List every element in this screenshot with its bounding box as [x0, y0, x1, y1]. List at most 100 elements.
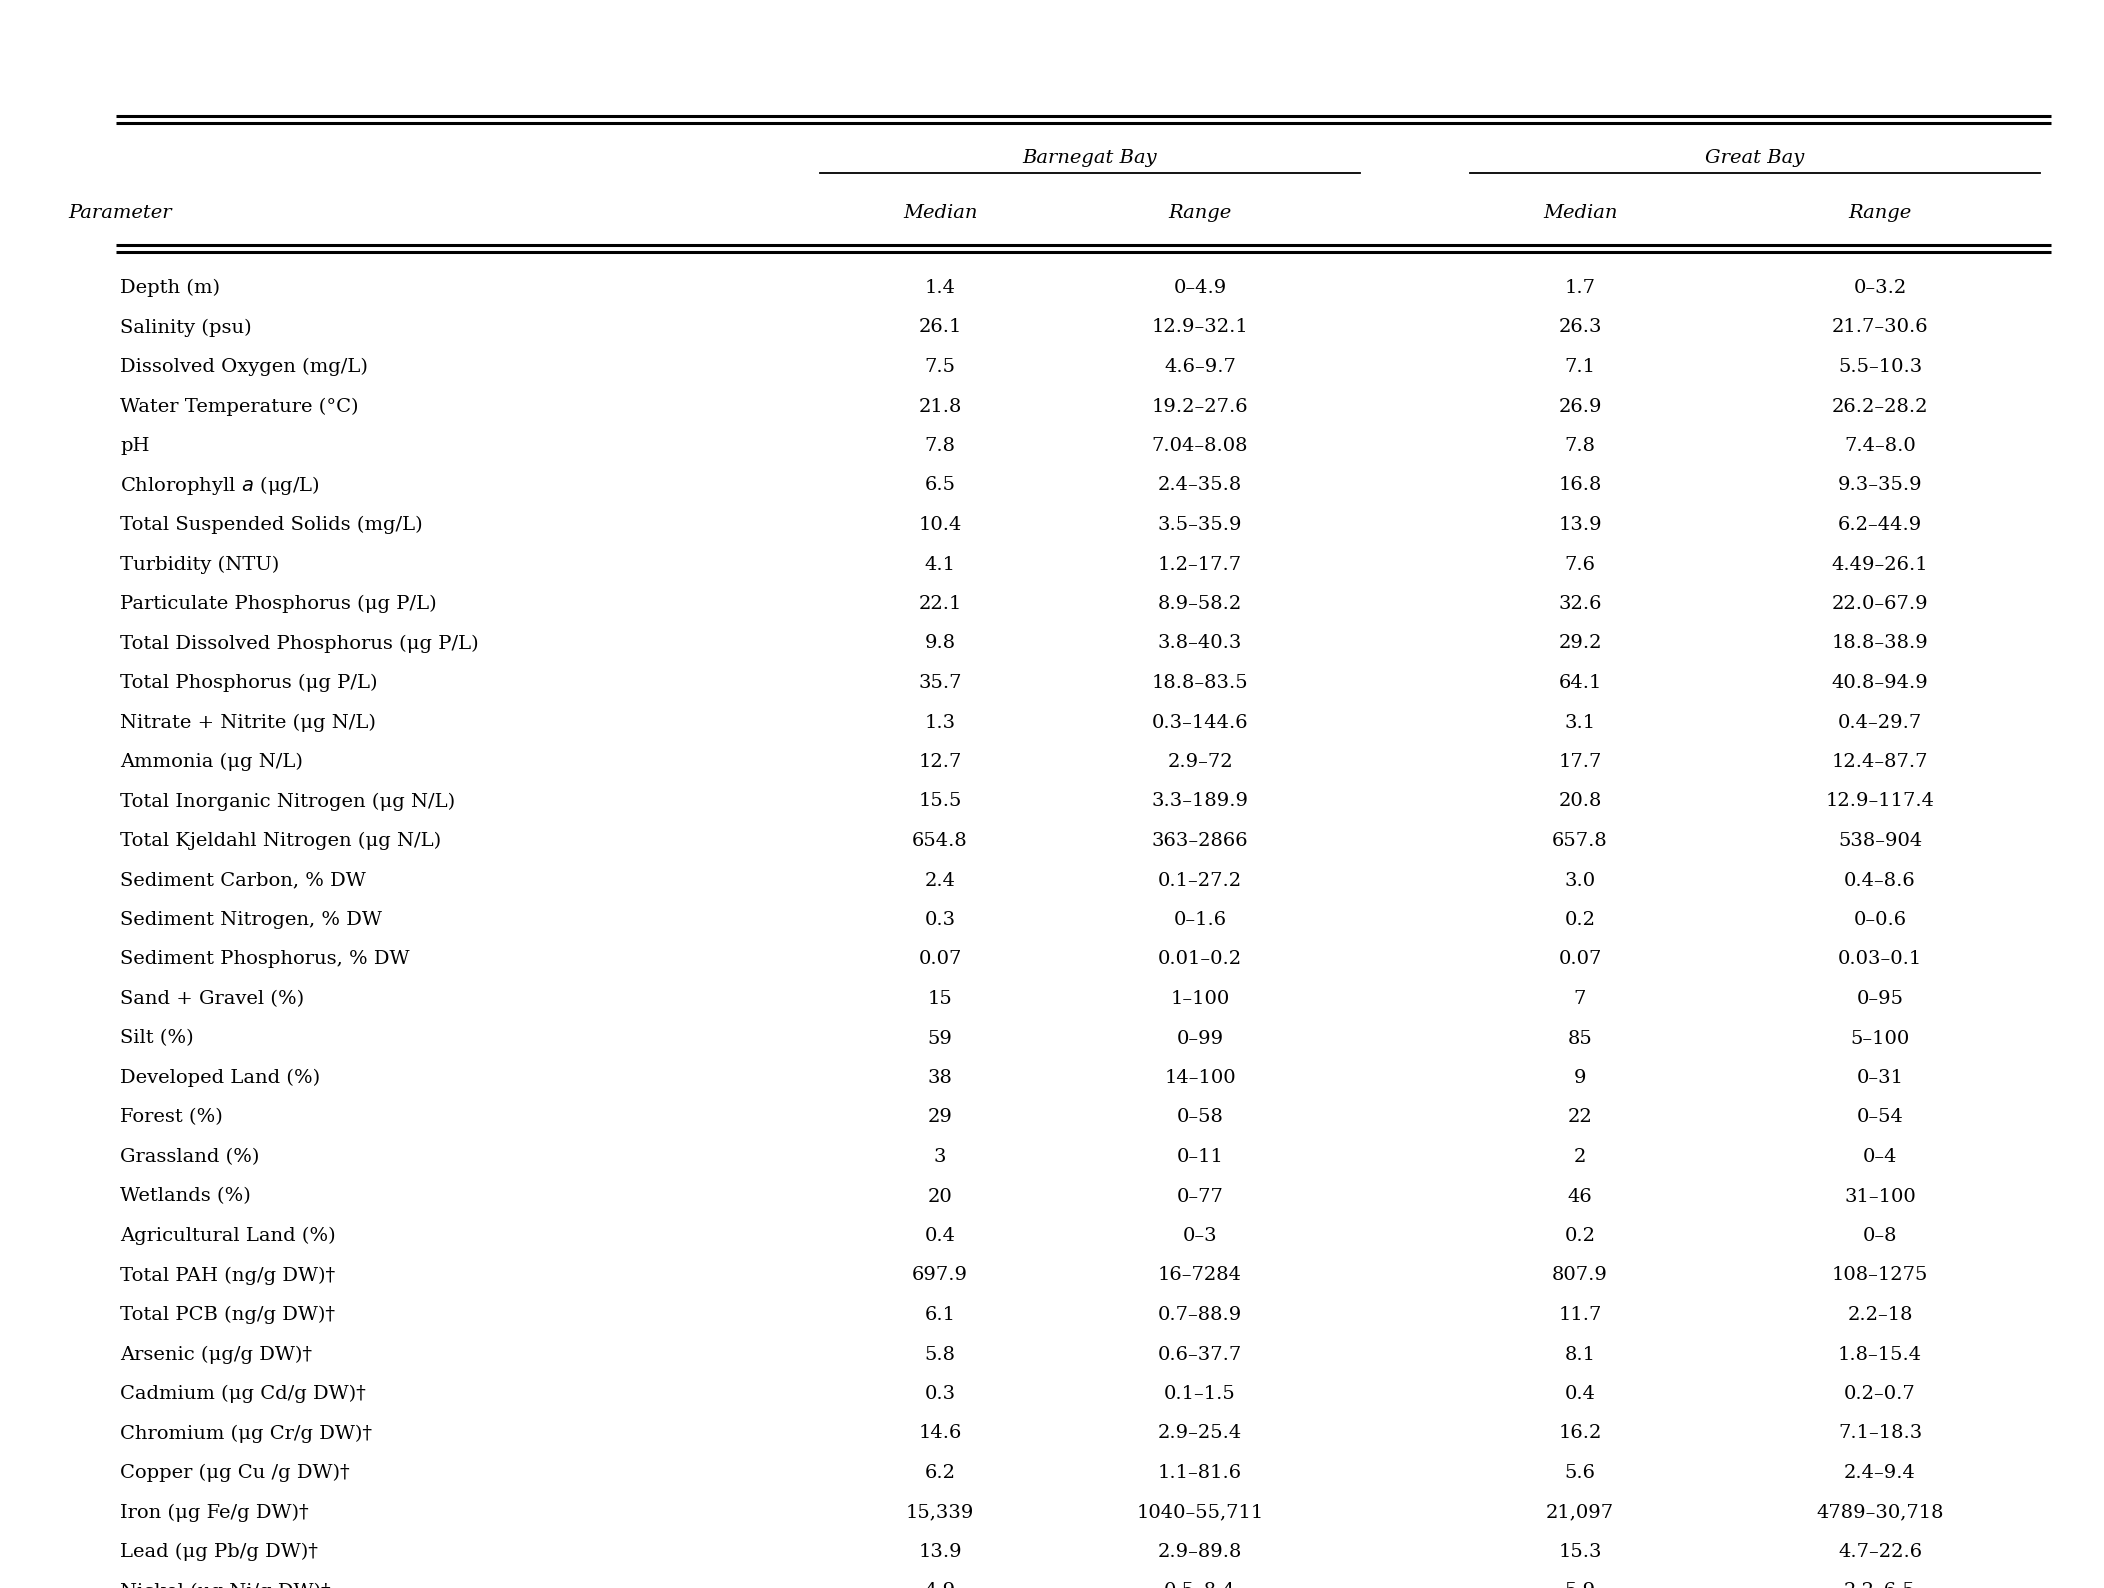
Text: 108–1275: 108–1275 [1833, 1267, 1927, 1285]
Text: 0.4–29.7: 0.4–29.7 [1839, 713, 1923, 732]
Text: 26.3: 26.3 [1559, 319, 1601, 337]
Text: 21.8: 21.8 [917, 397, 962, 416]
Text: 0.2: 0.2 [1565, 912, 1595, 929]
Text: 697.9: 697.9 [911, 1267, 968, 1285]
Text: 0–3.2: 0–3.2 [1854, 279, 1906, 297]
Text: 2.9–72: 2.9–72 [1168, 753, 1233, 772]
Text: 7.6: 7.6 [1565, 556, 1595, 573]
Text: Total Kjeldahl Nitrogen (μg N/L): Total Kjeldahl Nitrogen (μg N/L) [120, 832, 442, 850]
Text: 0.2–0.7: 0.2–0.7 [1843, 1385, 1917, 1404]
Text: 2.9–89.8: 2.9–89.8 [1157, 1544, 1241, 1561]
Text: 363–2866: 363–2866 [1151, 832, 1248, 850]
Text: 1.8–15.4: 1.8–15.4 [1839, 1345, 1923, 1364]
Text: Chromium (μg Cr/g DW)†: Chromium (μg Cr/g DW)† [120, 1424, 372, 1442]
Text: 8.1: 8.1 [1565, 1345, 1595, 1364]
Text: 0–54: 0–54 [1856, 1108, 1904, 1126]
Text: 15.3: 15.3 [1559, 1544, 1601, 1561]
Text: 29: 29 [928, 1108, 953, 1126]
Text: 14–100: 14–100 [1164, 1069, 1235, 1088]
Text: 0–8: 0–8 [1862, 1228, 1898, 1245]
Text: 7.8: 7.8 [924, 437, 955, 456]
Text: Turbidity (NTU): Turbidity (NTU) [120, 556, 280, 573]
Text: 6.5: 6.5 [924, 476, 955, 494]
Text: 0.7–88.9: 0.7–88.9 [1157, 1305, 1241, 1324]
Text: 8.9–58.2: 8.9–58.2 [1157, 596, 1241, 613]
Text: 0.07: 0.07 [917, 951, 962, 969]
Text: 22.1: 22.1 [917, 596, 962, 613]
Text: Range: Range [1168, 203, 1231, 222]
Text: 21,097: 21,097 [1546, 1504, 1614, 1521]
Text: 13.9: 13.9 [1559, 516, 1601, 534]
Text: 15,339: 15,339 [907, 1504, 974, 1521]
Text: 15: 15 [928, 989, 953, 1008]
Text: 7.4–8.0: 7.4–8.0 [1843, 437, 1917, 456]
Text: 2.2–6.5: 2.2–6.5 [1843, 1583, 1917, 1588]
Text: Sediment Carbon, % DW: Sediment Carbon, % DW [120, 872, 366, 889]
Text: 0–4: 0–4 [1862, 1148, 1898, 1166]
Text: 59: 59 [928, 1029, 953, 1048]
Text: Nitrate + Nitrite (μg N/L): Nitrate + Nitrite (μg N/L) [120, 713, 377, 732]
Text: 0.5–8.4: 0.5–8.4 [1164, 1583, 1235, 1588]
Text: Median: Median [903, 203, 976, 222]
Text: 18.8–38.9: 18.8–38.9 [1833, 635, 1929, 653]
Text: Lead (μg Pb/g DW)†: Lead (μg Pb/g DW)† [120, 1544, 318, 1561]
Text: 2.4: 2.4 [924, 872, 955, 889]
Text: Cadmium (μg Cd/g DW)†: Cadmium (μg Cd/g DW)† [120, 1385, 366, 1404]
Text: 0–1.6: 0–1.6 [1174, 912, 1227, 929]
Text: 2.4–9.4: 2.4–9.4 [1843, 1464, 1917, 1482]
Text: 0–77: 0–77 [1176, 1188, 1222, 1205]
Text: 20: 20 [928, 1188, 953, 1205]
Text: 17.7: 17.7 [1559, 753, 1601, 772]
Text: 0–31: 0–31 [1856, 1069, 1904, 1088]
Text: 0.1–27.2: 0.1–27.2 [1157, 872, 1241, 889]
Text: Median: Median [1542, 203, 1618, 222]
Text: 26.1: 26.1 [917, 319, 962, 337]
Text: 6.2–44.9: 6.2–44.9 [1839, 516, 1923, 534]
Text: 38: 38 [928, 1069, 953, 1088]
Text: Dissolved Oxygen (mg/L): Dissolved Oxygen (mg/L) [120, 357, 368, 376]
Text: 14.6: 14.6 [917, 1424, 962, 1442]
Text: Iron (μg Fe/g DW)†: Iron (μg Fe/g DW)† [120, 1504, 309, 1521]
Text: 16–7284: 16–7284 [1157, 1267, 1241, 1285]
Text: 5.6: 5.6 [1565, 1464, 1595, 1482]
Text: 9.3–35.9: 9.3–35.9 [1837, 476, 1923, 494]
Text: Chlorophyll $a$ (μg/L): Chlorophyll $a$ (μg/L) [120, 473, 320, 497]
Text: 85: 85 [1567, 1029, 1593, 1048]
Text: Forest (%): Forest (%) [120, 1108, 223, 1126]
Text: 7.8: 7.8 [1565, 437, 1595, 456]
Text: 0–4.9: 0–4.9 [1174, 279, 1227, 297]
Text: Agricultural Land (%): Agricultural Land (%) [120, 1228, 337, 1245]
Text: 40.8–94.9: 40.8–94.9 [1833, 673, 1929, 692]
Text: Arsenic (μg/g DW)†: Arsenic (μg/g DW)† [120, 1345, 311, 1364]
Text: Salinity (psu): Salinity (psu) [120, 318, 252, 337]
Text: 5.5–10.3: 5.5–10.3 [1839, 357, 1923, 376]
Text: Water Temperature (°C): Water Temperature (°C) [120, 397, 358, 416]
Text: 11.7: 11.7 [1559, 1305, 1601, 1324]
Text: 1.3: 1.3 [924, 713, 955, 732]
Text: 807.9: 807.9 [1553, 1267, 1607, 1285]
Text: 0.6–37.7: 0.6–37.7 [1157, 1345, 1241, 1364]
Text: Great Bay: Great Bay [1706, 149, 1805, 167]
Text: 13.9: 13.9 [917, 1544, 962, 1561]
Text: 64.1: 64.1 [1559, 673, 1601, 692]
Text: 5.8: 5.8 [924, 1345, 955, 1364]
Text: Particulate Phosphorus (μg P/L): Particulate Phosphorus (μg P/L) [120, 596, 438, 613]
Text: 1.7: 1.7 [1565, 279, 1595, 297]
Text: 7: 7 [1574, 989, 1586, 1008]
Text: 0–99: 0–99 [1176, 1029, 1225, 1048]
Text: 22.0–67.9: 22.0–67.9 [1833, 596, 1927, 613]
Text: 538–904: 538–904 [1839, 832, 1923, 850]
Text: 29.2: 29.2 [1559, 635, 1601, 653]
Text: Nickel (μg Ni/g DW)†: Nickel (μg Ni/g DW)† [120, 1582, 330, 1588]
Text: 21.7–30.6: 21.7–30.6 [1833, 319, 1927, 337]
Text: Sand + Gravel (%): Sand + Gravel (%) [120, 989, 305, 1008]
Text: 6.1: 6.1 [924, 1305, 955, 1324]
Text: Total Inorganic Nitrogen (μg N/L): Total Inorganic Nitrogen (μg N/L) [120, 792, 454, 810]
Text: 0.4: 0.4 [1565, 1385, 1595, 1404]
Text: 1.1–81.6: 1.1–81.6 [1157, 1464, 1241, 1482]
Text: 22: 22 [1567, 1108, 1593, 1126]
Text: 3.8–40.3: 3.8–40.3 [1157, 635, 1241, 653]
Text: 0–3: 0–3 [1182, 1228, 1218, 1245]
Text: 2.4–35.8: 2.4–35.8 [1157, 476, 1241, 494]
Text: 4.6–9.7: 4.6–9.7 [1164, 357, 1235, 376]
